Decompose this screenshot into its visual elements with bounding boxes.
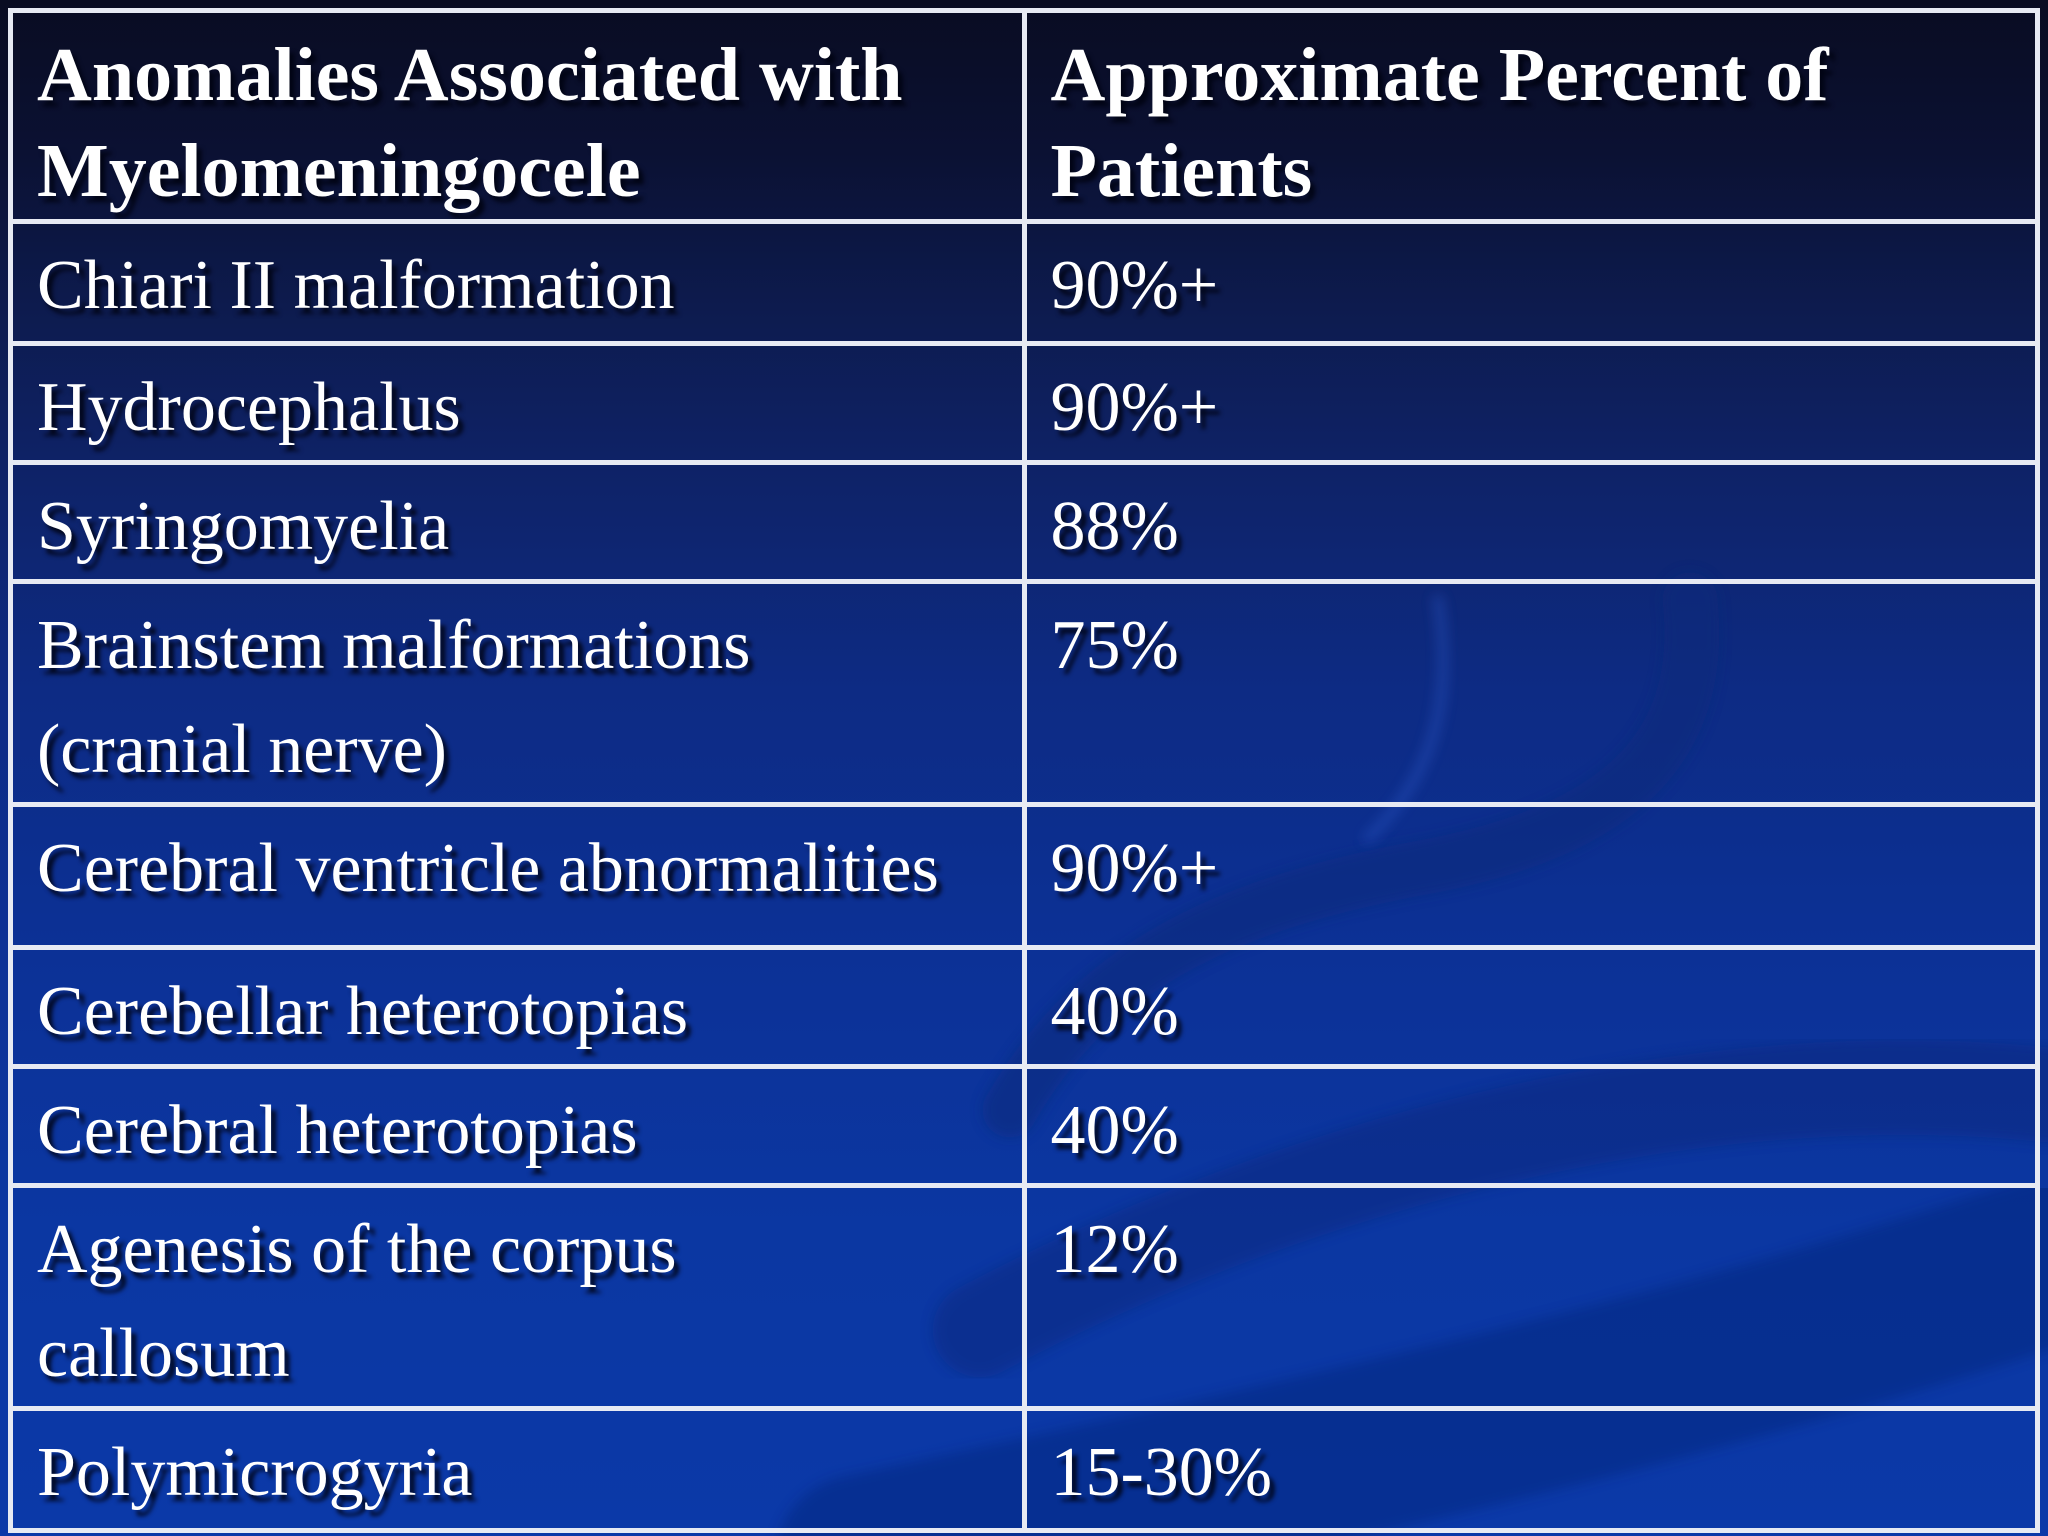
anomaly-cell: Brainstem malformations (cranial nerve) [8, 579, 1027, 807]
table-row: Polymicrogyria 15-30% [8, 1406, 2040, 1533]
anomaly-cell: Chiari II malformation [8, 219, 1027, 346]
table-row: Hydrocephalus 90%+ [8, 341, 2040, 465]
percent-cell: 75% [1021, 579, 2040, 807]
table-row: Chiari II malformation 90%+ [8, 219, 2040, 346]
percent-cell: 90%+ [1021, 802, 2040, 950]
anomaly-cell: Hydrocephalus [8, 341, 1027, 465]
anomaly-column-header: Anomalies Associated with Myelomeningoce… [8, 8, 1027, 224]
anomaly-cell: Polymicrogyria [8, 1406, 1027, 1533]
table-row: Cerebral heterotopias 40% [8, 1064, 2040, 1188]
anomaly-cell: Syringomyelia [8, 460, 1027, 584]
table-row: Brainstem malformations (cranial nerve) … [8, 579, 2040, 807]
anomaly-cell: Cerebral ventricle abnormalities [8, 802, 1027, 950]
percent-cell: 40% [1021, 945, 2040, 1069]
table-row: Syringomyelia 88% [8, 460, 2040, 584]
percent-cell: 90%+ [1021, 341, 2040, 465]
anomalies-table: Anomalies Associated with Myelomeningoce… [8, 8, 2040, 1533]
anomaly-cell: Cerebral heterotopias [8, 1064, 1027, 1188]
table-row: Cerebellar heterotopias 40% [8, 945, 2040, 1069]
anomaly-cell: Agenesis of the corpus callosum [8, 1183, 1027, 1411]
percent-cell: 88% [1021, 460, 2040, 584]
percent-cell: 12% [1021, 1183, 2040, 1411]
percent-cell: 90%+ [1021, 219, 2040, 346]
anomaly-cell: Cerebellar heterotopias [8, 945, 1027, 1069]
percent-cell: 15-30% [1021, 1406, 2040, 1533]
header-row: Anomalies Associated with Myelomeningoce… [8, 8, 2040, 224]
table-row: Cerebral ventricle abnormalities 90%+ [8, 802, 2040, 950]
table-row: Agenesis of the corpus callosum 12% [8, 1183, 2040, 1411]
percent-cell: 40% [1021, 1064, 2040, 1188]
percent-column-header: Approximate Percent of Patients [1021, 8, 2040, 224]
